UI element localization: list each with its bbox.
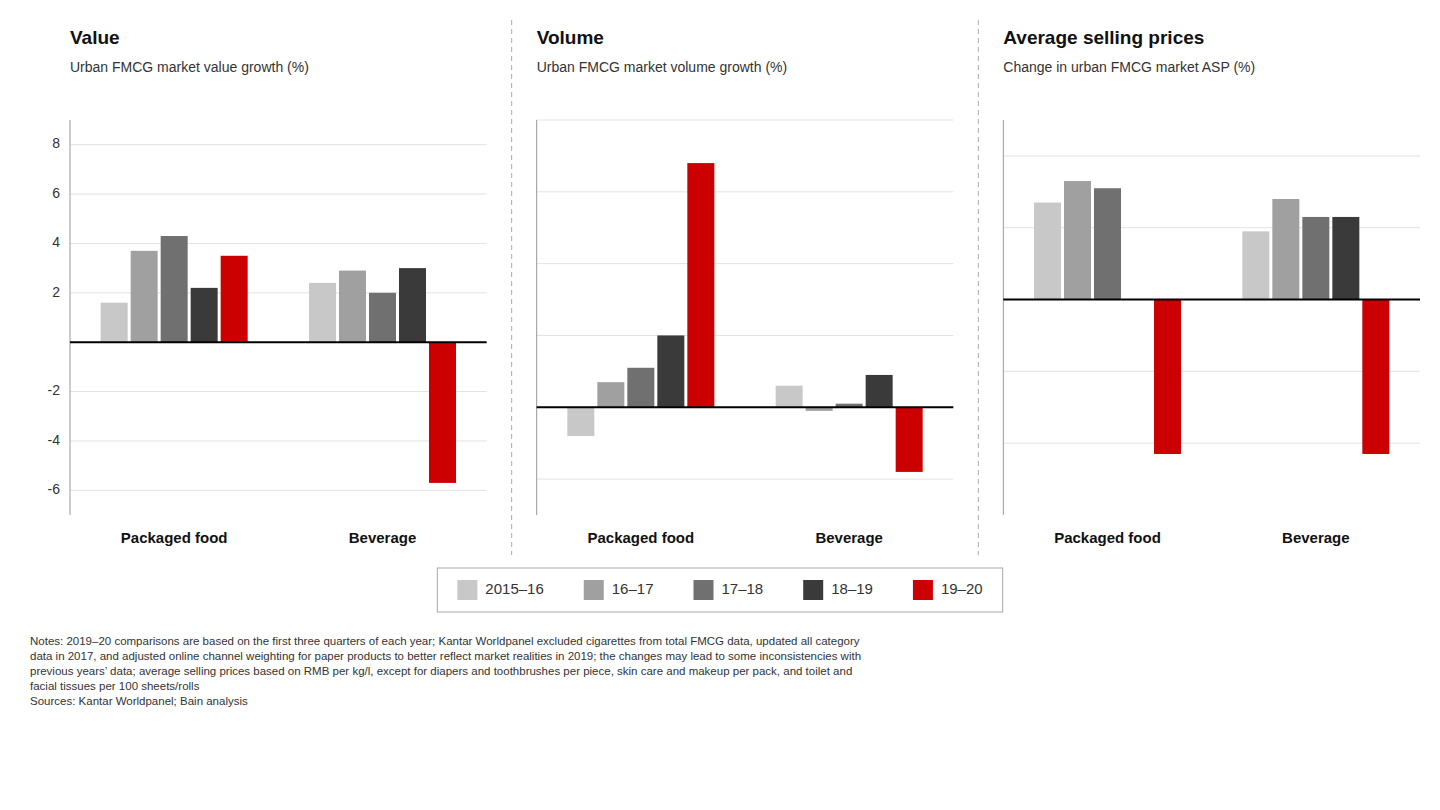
background [0,0,1440,810]
grid-line [1003,443,1420,444]
legend-label: 19–20 [941,580,983,597]
bar [1034,203,1061,300]
grid-line [70,342,487,343]
y-tick-label: 4 [52,234,60,250]
panel-subtitle: Urban FMCG market volume growth (%) [537,59,788,75]
x-tick-label: Packaged food [587,529,694,546]
y-axis-line [536,120,537,515]
grid-line [537,335,954,336]
legend-label: 18–19 [831,580,873,597]
bar [1362,300,1389,454]
bar [309,283,336,342]
annotation-line: Notes: 2019–20 comparisons are based on … [30,635,860,647]
y-tick-label: 2 [52,284,60,300]
grid-line [70,194,487,195]
x-tick-label: Beverage [815,529,883,546]
y-tick-label: 6 [52,185,60,201]
bar [597,382,624,407]
panel-subtitle: Urban FMCG market value growth (%) [70,59,309,75]
y-axis-line [70,120,71,515]
bars [1034,181,1389,454]
legend-box [437,568,1002,612]
bar [567,407,594,436]
annotation-line: Sources: Kantar Worldpanel; Bain analysi… [30,695,248,707]
bar [399,268,426,342]
x-tick-label: Packaged food [121,529,228,546]
legend-swatch [457,580,477,600]
bar [1094,188,1121,299]
y-tick-label: 8 [52,135,60,151]
legend-swatch [913,580,933,600]
bar [369,293,396,342]
bar [131,251,158,342]
zero-line [1003,299,1420,301]
legend-swatch [693,580,713,600]
annotation: Notes: 2019–20 comparisons are based on … [30,635,861,692]
grid-line [1003,155,1420,156]
bar [627,368,654,408]
legend: 2015–16 16–17 17–18 18–19 19–20 [437,568,1002,612]
chart-canvas: Value Urban FMCG market value growth (%) -… [0,0,1440,810]
x-tick-label: Beverage [349,529,417,546]
annotation-line: data in 2017, and adjusted online channe… [30,650,861,662]
zero-line [537,406,954,408]
legend-label: 16–17 [612,580,654,597]
legend-swatch [584,580,604,600]
grid-line [70,440,487,441]
bars [101,236,456,483]
bar [429,342,456,483]
grid-line [537,479,954,480]
grid-line [70,144,487,145]
bar [687,163,714,407]
x-tick-label: Packaged food [1054,529,1161,546]
y-axis-line [1003,120,1004,515]
grid-line [70,391,487,392]
bar [866,375,893,407]
legend-label: 17–18 [721,580,763,597]
bar [776,386,803,408]
bar [657,335,684,407]
bar [1332,217,1359,300]
grid-line [1003,371,1420,372]
panel-title: Average selling prices [1003,27,1204,48]
bars [567,163,922,472]
bar [1302,217,1329,300]
bar [101,303,128,343]
bar [1242,231,1269,299]
y-tick-label: -6 [48,481,61,497]
panel: Value Urban FMCG market value growth (%) -… [48,27,487,546]
y-tick-label: -2 [48,382,61,398]
panel-title: Volume [537,27,604,48]
grid-line [70,243,487,244]
grid-line [70,490,487,491]
panel: Volume Urban FMCG market volume growth (%… [537,27,954,546]
bar [1154,300,1181,454]
bar [221,256,248,342]
panel-subtitle: Change in urban FMCG market ASP (%) [1003,59,1255,75]
y-tick-label: -4 [48,432,61,448]
bar [161,236,188,342]
legend-label: 2015–16 [485,580,543,597]
annotation-line: facial tissues per 100 sheets/rolls [30,680,200,692]
bar [191,288,218,342]
panel-title: Value [70,27,120,48]
annotation: Sources: Kantar Worldpanel; Bain analysi… [30,695,248,707]
bar [1272,199,1299,300]
x-tick-label: Beverage [1282,529,1350,546]
grid-line [537,263,954,264]
grid-line [537,407,954,408]
annotation-line: previous years’ data; average selling pr… [30,665,852,677]
zero-line [70,341,487,343]
legend-swatch [803,580,823,600]
grid-line [537,120,954,121]
grid-line [537,191,954,192]
panel-separator [511,20,512,555]
bar [896,407,923,472]
bar [339,271,366,343]
panel-separator [978,20,979,555]
grid-line [1003,299,1420,300]
panel: Average selling prices Change in urban FM… [1003,27,1420,546]
bar [1064,181,1091,300]
